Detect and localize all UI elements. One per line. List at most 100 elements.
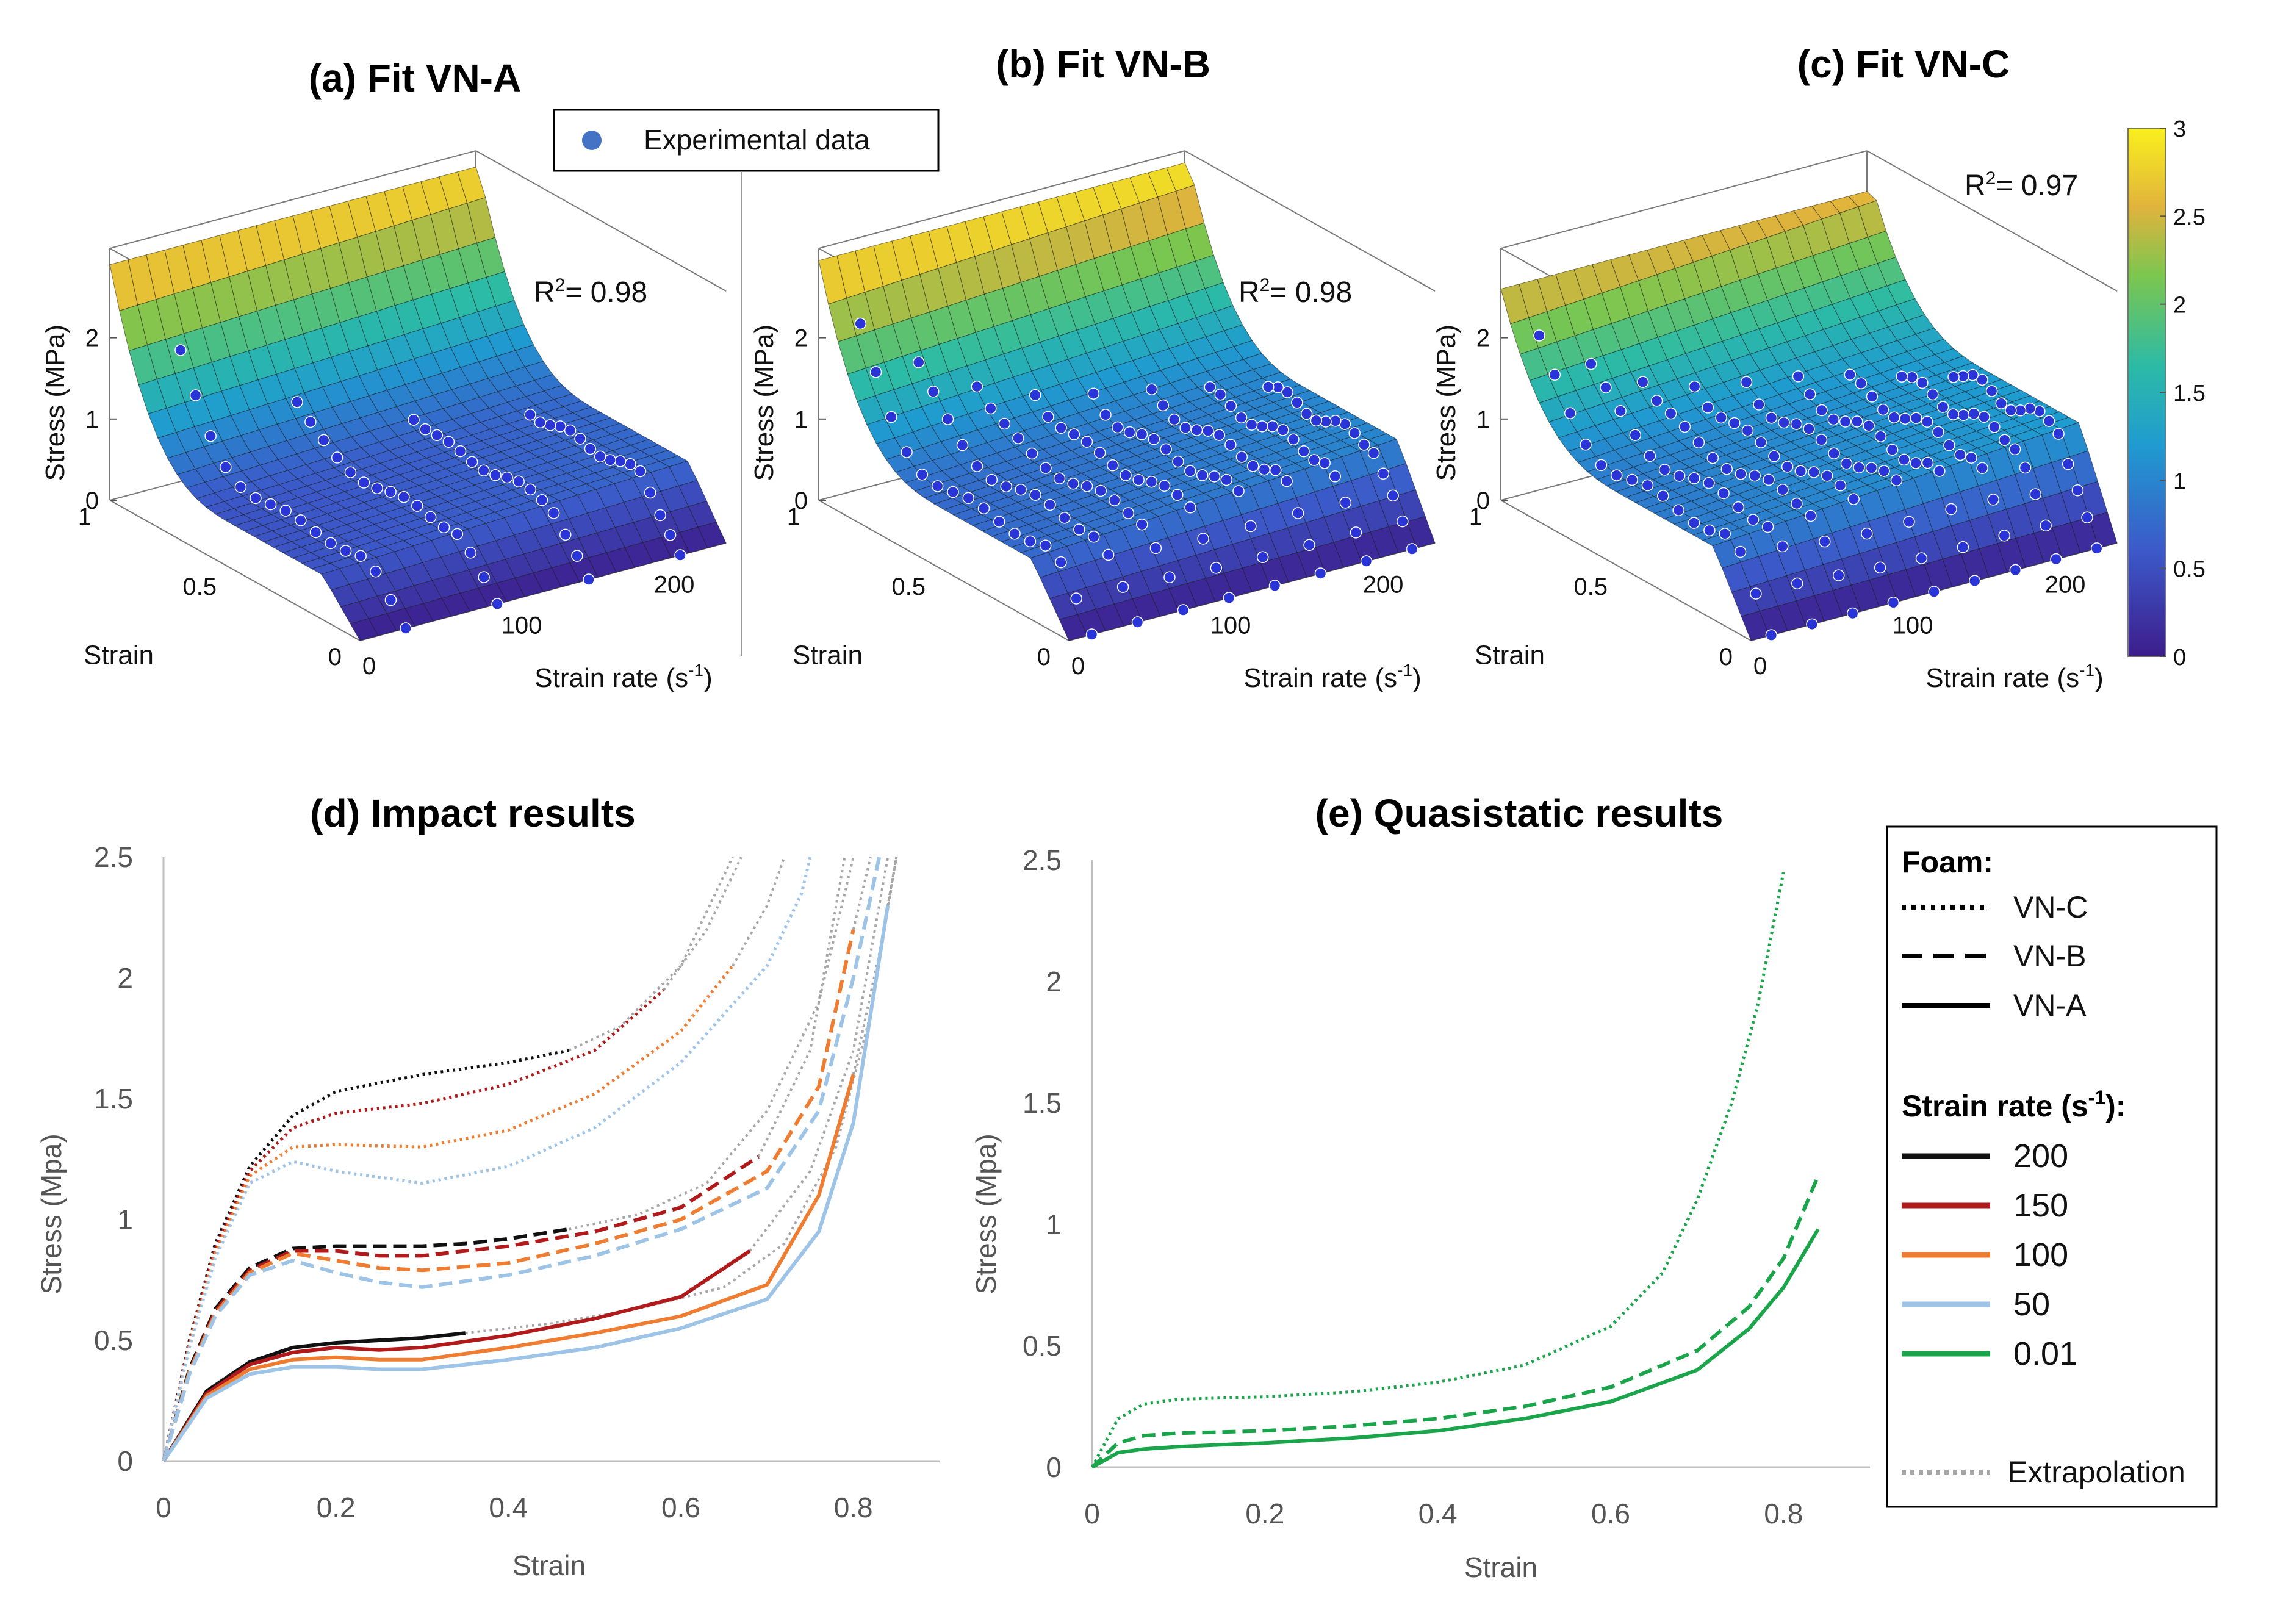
experimental-point <box>1688 517 1700 529</box>
colorbar-tick-label: 0 <box>2173 645 2186 670</box>
experimental-point <box>1149 542 1162 555</box>
axis-box-edge <box>1500 500 1752 641</box>
chart-e-title: (e) Quasistatic results <box>1315 791 1724 835</box>
experimental-point <box>1197 533 1209 545</box>
experimental-point <box>534 416 547 429</box>
legend-foam-vnc-label: VN-C <box>2013 890 2088 924</box>
experimental-point <box>1947 408 1960 420</box>
panel-c-title: (c) Fit VN-C <box>1797 42 2010 86</box>
x-tick-label: 0.2 <box>317 1492 356 1523</box>
experimental-point <box>1874 561 1886 574</box>
experimental-point <box>1168 413 1181 426</box>
extrapolation-line <box>663 857 742 991</box>
rate-tick-label: 100 <box>1210 612 1251 639</box>
experimental-point <box>1220 473 1232 486</box>
experimental-point <box>2062 458 2074 470</box>
experimental-point <box>1029 489 1041 501</box>
experimental-point <box>1277 424 1289 436</box>
experimental-point <box>1943 439 1955 451</box>
experimental-point <box>358 476 370 489</box>
experimental-point <box>1878 465 1890 477</box>
experimental-point <box>1269 464 1282 476</box>
experimental-point <box>1819 535 1831 548</box>
experimental-point <box>1614 404 1627 417</box>
experimental-point <box>1112 421 1124 434</box>
experimental-point <box>1610 469 1623 481</box>
z-tick-label: 0 <box>85 487 99 514</box>
experimental-point <box>916 469 929 481</box>
series-line-vn-c-50 <box>162 857 812 1462</box>
experimental-point <box>1224 400 1237 412</box>
experimental-point <box>1899 412 1911 425</box>
experimental-point <box>998 417 1011 430</box>
axis-box-edge <box>818 150 1185 250</box>
experimental-point <box>1815 434 1828 446</box>
experimental-point <box>1132 473 1145 486</box>
experimental-point <box>1367 447 1380 459</box>
experimental-point <box>985 473 998 486</box>
experimental-point <box>331 451 343 464</box>
y-tick-label: 2.5 <box>94 841 133 873</box>
experimental-point <box>2040 519 2052 532</box>
experimental-point <box>1794 465 1807 477</box>
rate-tick-label: 0 <box>362 653 376 680</box>
experimental-point <box>1636 376 1649 388</box>
experimental-point <box>1921 415 1933 428</box>
experimental-point <box>1145 475 1158 488</box>
experimental-point <box>1839 415 1852 428</box>
experimental-point <box>304 415 317 428</box>
experimental-point <box>536 494 548 506</box>
legend-experimental-label: Experimental data <box>644 124 870 156</box>
experimental-point <box>1256 420 1268 433</box>
experimental-point <box>1827 413 1839 426</box>
experimental-point <box>279 505 292 517</box>
experimental-point <box>1945 503 1957 516</box>
experimental-point <box>220 461 232 473</box>
colorbar-tick-label: 0.5 <box>2173 557 2206 583</box>
experimental-point <box>1887 597 1900 609</box>
experimental-point <box>325 537 337 550</box>
experimental-point <box>411 500 423 512</box>
experimental-point <box>1761 520 1774 533</box>
impact-chart: 0 0.5 1 1.5 2 2.5 0 0.2 0.4 0.6 0.8 <box>94 841 940 1523</box>
experimental-point <box>1888 411 1900 424</box>
experimental-point <box>1044 498 1056 511</box>
experimental-point <box>1644 450 1656 462</box>
axis-box-edge <box>1866 150 2118 292</box>
experimental-point <box>971 460 983 472</box>
experimental-point <box>1281 475 1293 487</box>
experimental-point <box>264 498 277 511</box>
experimental-point <box>442 436 455 448</box>
experimental-point <box>644 486 656 499</box>
experimental-point <box>1533 329 1545 342</box>
experimental-point <box>1928 586 1940 598</box>
experimental-point <box>1406 543 1418 555</box>
experimental-point <box>1874 430 1887 443</box>
extrapolation-line <box>886 857 898 906</box>
experimental-point <box>1998 434 2011 446</box>
experimental-point <box>1965 451 1977 464</box>
y-tick-label: 0 <box>1046 1451 1062 1483</box>
extrapolation-line <box>757 857 846 1157</box>
experimental-point <box>885 411 897 423</box>
experimental-point <box>1202 425 1214 437</box>
experimental-point <box>1068 428 1080 440</box>
experimental-point <box>1107 459 1119 472</box>
experimental-point <box>901 446 913 458</box>
experimental-point <box>1890 474 1903 486</box>
experimental-point <box>559 528 572 541</box>
experimental-point <box>571 550 583 562</box>
experimental-point <box>398 490 410 503</box>
legend-rate-header: Strain rate (s-1): <box>1902 1087 2126 1123</box>
experimental-point <box>1298 445 1310 458</box>
experimental-point <box>977 502 990 515</box>
series-line-vn-a-0_01 <box>1091 1228 1820 1469</box>
experimental-point <box>1245 520 1257 533</box>
experimental-point <box>1703 524 1716 537</box>
series-line-vn-b-0_01 <box>1090 1175 1820 1469</box>
experimental-point <box>419 423 431 436</box>
experimental-point <box>1564 407 1577 419</box>
y-tick-label: 1 <box>1046 1209 1062 1240</box>
extrapolation-line <box>732 857 786 967</box>
